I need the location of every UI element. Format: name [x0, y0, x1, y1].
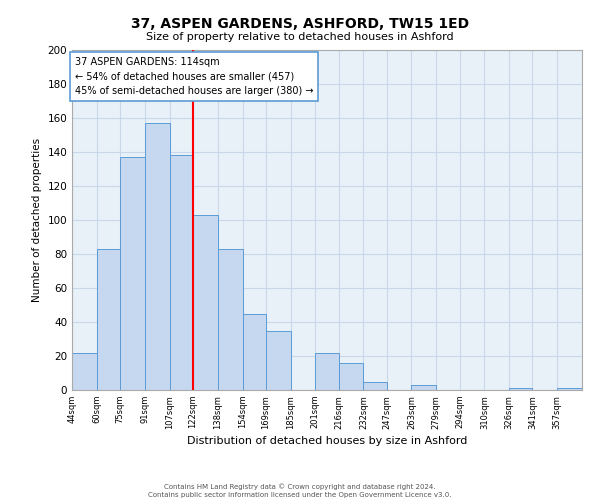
Text: 37, ASPEN GARDENS, ASHFORD, TW15 1ED: 37, ASPEN GARDENS, ASHFORD, TW15 1ED [131, 18, 469, 32]
Bar [120, 157, 145, 390]
Text: Contains HM Land Registry data © Crown copyright and database right 2024.
Contai: Contains HM Land Registry data © Crown c… [148, 484, 452, 498]
Bar [266, 330, 290, 390]
Bar [509, 388, 532, 390]
Bar [316, 352, 338, 390]
Bar [218, 249, 242, 390]
Bar [364, 382, 386, 390]
Bar [242, 314, 266, 390]
Text: Size of property relative to detached houses in Ashford: Size of property relative to detached ho… [146, 32, 454, 42]
Text: 37 ASPEN GARDENS: 114sqm
← 54% of detached houses are smaller (457)
45% of semi-: 37 ASPEN GARDENS: 114sqm ← 54% of detach… [75, 57, 314, 96]
Bar [170, 156, 193, 390]
Bar [193, 215, 218, 390]
Bar [97, 249, 120, 390]
Bar [412, 385, 436, 390]
Bar [145, 123, 170, 390]
X-axis label: Distribution of detached houses by size in Ashford: Distribution of detached houses by size … [187, 436, 467, 446]
Bar [72, 352, 97, 390]
Bar [338, 363, 364, 390]
Bar [557, 388, 582, 390]
Y-axis label: Number of detached properties: Number of detached properties [32, 138, 42, 302]
